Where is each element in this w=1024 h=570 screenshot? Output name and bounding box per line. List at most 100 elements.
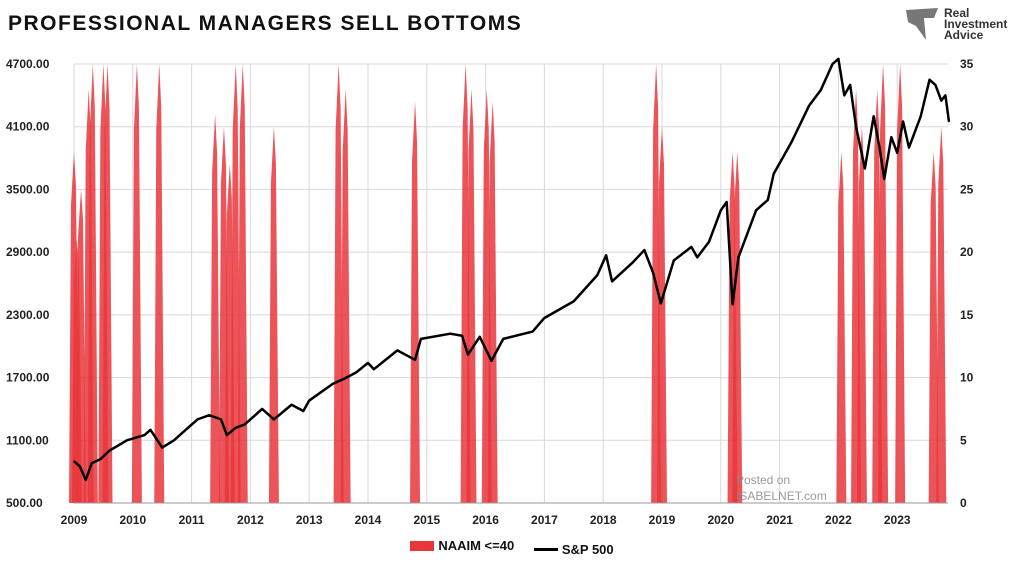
sp500-point: [531, 330, 534, 333]
naaim-spike: [210, 114, 221, 504]
sp500-point: [808, 105, 810, 107]
sp500-point: [331, 383, 334, 385]
sp500-line: [73, 57, 951, 482]
isabelnet-watermark: Posted on ISABELNET.com: [736, 472, 827, 504]
sp500-point: [849, 84, 851, 86]
sp500-point: [652, 272, 654, 274]
sp500-point: [731, 303, 734, 306]
naaim-spike: [131, 64, 142, 503]
y-right-tick-label: 0: [960, 496, 967, 510]
sp500-point: [84, 479, 87, 481]
sp500-point: [449, 332, 452, 335]
sp500-point: [543, 317, 546, 319]
sp500-point: [79, 465, 81, 468]
y-left-tick-label: 1100.00: [6, 433, 49, 447]
sp500-point: [660, 302, 662, 305]
sp500-point: [367, 362, 369, 364]
chart-title: PROFESSIONAL MANAGERS SELL BOTTOMS: [8, 12, 523, 35]
sp500-point: [596, 274, 599, 276]
x-tick-label: 2023: [884, 513, 911, 527]
sp500-point: [690, 246, 693, 248]
naaim-spike: [340, 89, 351, 503]
x-tick-label: 2017: [531, 513, 558, 527]
eagle-icon: [906, 8, 938, 40]
x-tick-label: 2022: [825, 513, 852, 527]
sp500-point: [261, 408, 263, 410]
sp500-point: [373, 368, 375, 371]
x-tick-label: 2021: [766, 513, 793, 527]
sp500-point: [631, 261, 634, 264]
x-tick-label: 2009: [61, 513, 88, 527]
y-left-tick-label: 4100.00: [6, 120, 50, 134]
x-tick-label: 2020: [707, 513, 734, 527]
y-left-tick-label: 2300.00: [6, 308, 50, 322]
legend-label-naaim: NAAIM <=40: [438, 538, 515, 553]
y-left-tick-label: 3500.00: [6, 182, 50, 196]
sp500-point: [737, 256, 740, 259]
y-right-tick-label: 15: [960, 308, 974, 322]
sp500-point: [355, 371, 358, 374]
x-tick-label: 2014: [355, 513, 382, 527]
sp500-point: [928, 78, 931, 81]
sp500-point: [908, 146, 910, 149]
sp500-point: [948, 120, 950, 123]
sp500-point: [855, 125, 857, 128]
x-tick-label: 2011: [179, 513, 205, 527]
sp500-point: [73, 460, 75, 462]
sp500-point: [196, 418, 199, 421]
sp500-point: [696, 256, 699, 259]
y-left-tick-label: 1700.00: [6, 371, 50, 385]
x-tick-label: 2010: [119, 513, 146, 527]
sp500-point: [220, 418, 222, 421]
watermark-line2: ISABELNET.com: [736, 489, 827, 503]
sp500-point: [467, 353, 469, 356]
y-left-tick-label: 4700.00: [6, 57, 50, 71]
sp500-point: [755, 209, 757, 212]
watermark-line1: Posted on: [736, 473, 791, 487]
real-investment-advice-logo: Real Investment Advice: [904, 6, 1014, 46]
sp500-point: [720, 209, 722, 212]
y-right-tick-label: 20: [960, 245, 974, 259]
sp500-point: [343, 377, 346, 380]
naaim-spike: [237, 64, 248, 503]
legend-item-sp500[interactable]: S&P 500: [533, 542, 614, 557]
sp500-point: [672, 259, 675, 262]
sp500-point: [872, 115, 875, 118]
sp500-point: [90, 462, 93, 465]
naaim-spike: [333, 64, 344, 503]
sp500-point: [149, 429, 152, 431]
sp500-point: [919, 115, 922, 118]
sp500-point: [396, 349, 399, 352]
naaim-spike: [936, 126, 947, 503]
sp500-point: [302, 410, 305, 412]
naaim-spike: [856, 126, 867, 503]
sp500-point: [772, 172, 775, 175]
naaim-spike: [87, 64, 98, 503]
sp500-point: [643, 249, 646, 251]
sp500-point: [819, 89, 822, 91]
sp500-point: [502, 338, 505, 340]
sp500-point: [126, 439, 128, 442]
logo-line1: Real: [944, 6, 970, 20]
x-tick-label: 2018: [590, 513, 617, 527]
sp500-point: [767, 199, 769, 201]
naaim-spike: [230, 64, 241, 503]
legend-swatch-naaim: [410, 540, 435, 551]
y-left-tick-label: 500.00: [6, 496, 43, 510]
sp500-point: [490, 360, 493, 362]
naaim-spike: [154, 64, 165, 503]
sp500-point: [243, 423, 246, 426]
sp500-point: [934, 84, 937, 86]
sp500-point: [290, 403, 293, 406]
sp500-point: [843, 94, 846, 97]
sp500-point: [573, 300, 575, 303]
sp500-point: [143, 434, 146, 436]
x-tick-label: 2019: [649, 513, 676, 527]
sp500-point: [725, 201, 728, 203]
sp500-point: [414, 359, 416, 361]
sp500-point: [173, 439, 175, 442]
logo-line2: Investment: [944, 17, 1008, 31]
naaim-spike: [102, 64, 113, 503]
legend-item-naaim[interactable]: NAAIM <=40: [410, 538, 514, 553]
